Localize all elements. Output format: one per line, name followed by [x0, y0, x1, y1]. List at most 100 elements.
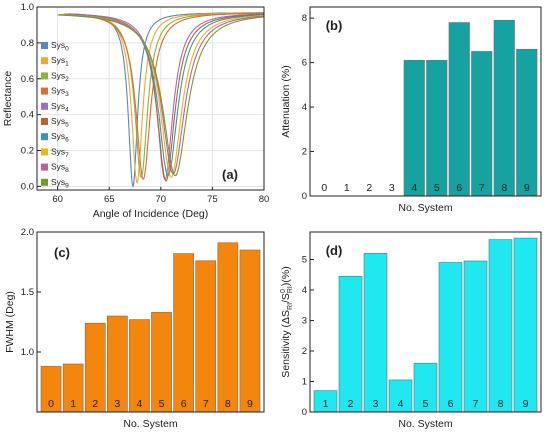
legend-entry: Sys5	[51, 116, 69, 129]
bar-8	[217, 242, 239, 413]
bar-category-label: 1	[344, 182, 350, 194]
x-axis-title: No. System	[398, 418, 453, 430]
x-tick-label: 65	[104, 194, 115, 205]
legend-swatch	[41, 118, 48, 125]
y-tick-label: 2	[302, 346, 307, 357]
legend-entry: Sys3	[51, 86, 69, 99]
legend-entry: Sys8	[51, 162, 69, 175]
x-axis-title: No. System	[398, 202, 453, 214]
y-tick-label: 0.8	[21, 38, 34, 49]
y-tick-label: 1	[302, 376, 307, 387]
bar-category-label: 7	[479, 182, 485, 194]
y-tick-label: 1.0	[21, 2, 34, 13]
bar-category-label: 4	[137, 398, 143, 410]
bar-category-label: 6	[448, 398, 454, 410]
bar-category-label: 0	[48, 398, 54, 410]
bar-category-label: 1	[323, 398, 329, 410]
legend-entry: Sys7	[51, 146, 69, 159]
bar-category-label: 8	[501, 182, 507, 194]
bar-6	[438, 262, 463, 413]
y-axis-title: FWHM (Deg)	[4, 291, 16, 353]
series-line-9	[57, 14, 264, 177]
bar-9	[239, 249, 261, 413]
panel-tag-b: (b)	[326, 18, 343, 33]
bar-6	[448, 22, 470, 197]
y-tick-label: 0	[302, 191, 307, 202]
panel-tag-c: (c)	[54, 245, 70, 260]
bar-6	[173, 253, 195, 413]
legend-subscript: 4	[65, 106, 69, 113]
legend-subscript: 2	[65, 76, 69, 83]
y-tick-label: 8	[302, 13, 307, 24]
bar-category-label: 1	[70, 398, 76, 410]
bar-category-label: 8	[498, 398, 504, 410]
legend-entry: Sys1	[51, 55, 69, 67]
legend-entry: Sys2	[51, 70, 69, 83]
legend-swatch	[41, 57, 48, 65]
panel-tag-a: (a)	[222, 167, 238, 182]
legend-subscript: 9	[65, 182, 69, 189]
bar-3	[363, 253, 388, 413]
y-tick-label: 3	[302, 315, 307, 326]
bar-category-label: 4	[398, 398, 404, 410]
x-axis-title: Angle of Incidence (Deg)	[93, 208, 209, 220]
x-tick-label: 80	[259, 194, 270, 205]
bar-category-label: 5	[159, 398, 165, 410]
bar-category-label: 5	[434, 182, 440, 194]
plot-frame-b	[309, 6, 542, 197]
x-tick-label: 70	[156, 194, 167, 205]
legend-subscript: 6	[65, 137, 69, 144]
y-tick-label: 5	[302, 254, 307, 265]
y-tick-label: 0.4	[21, 110, 34, 121]
legend-subscript: 5	[65, 122, 69, 129]
bar-7	[463, 260, 488, 413]
bar-category-label: 2	[348, 398, 354, 410]
bar-category-label: 6	[181, 398, 187, 410]
legend-swatch	[41, 148, 48, 156]
legend-subscript: 8	[65, 167, 69, 174]
bar-7	[195, 260, 217, 413]
bar-category-label: 7	[203, 398, 209, 410]
y-tick-label: 0.2	[21, 146, 34, 157]
bar-category-label: 3	[373, 398, 379, 410]
legend-subscript: 3	[65, 91, 69, 98]
y-tick-label: 0.6	[21, 74, 34, 85]
y-tick-label: 2.0	[21, 227, 34, 238]
y-axis-title-part: )(%)	[280, 266, 292, 286]
legend-swatch	[41, 163, 48, 171]
bar-category-label: 7	[473, 398, 479, 410]
legend-swatch	[41, 178, 48, 186]
panel-d: 1 2 3 4 5 6 7 8 9 0 1 2 3 4 5 (d) No. System Sensitivity …	[280, 237, 538, 430]
y-tick-label: 2	[302, 147, 307, 158]
bar-category-label: 0	[321, 182, 327, 194]
bar-category-label: 4	[411, 182, 417, 194]
bar-category-label: 2	[366, 182, 372, 194]
bar-9	[516, 48, 538, 197]
panel-c: 0 1 2 3 4 5 6 7 8 9 1.0 1.5 2.0 (c) No. System FWHM (De…	[4, 227, 261, 430]
legend-swatch	[41, 102, 48, 110]
y-axis-title-part: 0	[280, 289, 287, 293]
bar-category-label: 2	[92, 398, 98, 410]
panel-a: 60 65 70 75 800.00.20.40.60.81.0Sys0Sys1Sys2…	[2, 2, 269, 220]
y-axis-title-part: S	[280, 293, 292, 300]
y-axis-title-part: /	[280, 300, 292, 303]
legend-swatch	[41, 72, 48, 80]
bar-8	[493, 20, 515, 197]
y-axis-title-part: Sensitivity (ΔS	[280, 310, 292, 378]
bar-9	[513, 237, 538, 413]
y-tick-label: 1.5	[21, 287, 34, 298]
bar-category-label: 9	[523, 398, 529, 410]
y-axis-title-part: RI	[287, 286, 294, 293]
plot-frame-a	[36, 6, 265, 191]
legend-entry: Sys9	[51, 177, 69, 190]
legend-swatch	[41, 87, 48, 95]
legend-subscript: 7	[65, 152, 69, 159]
y-tick-label: 4	[302, 285, 307, 296]
y-axis-title-part: RI	[287, 303, 294, 310]
bar-category-label: 9	[247, 398, 253, 410]
bar-5	[426, 60, 448, 197]
bar-category-label: 9	[524, 182, 530, 194]
bar-category-label: 6	[456, 182, 462, 194]
bar-category-label: 3	[389, 182, 395, 194]
